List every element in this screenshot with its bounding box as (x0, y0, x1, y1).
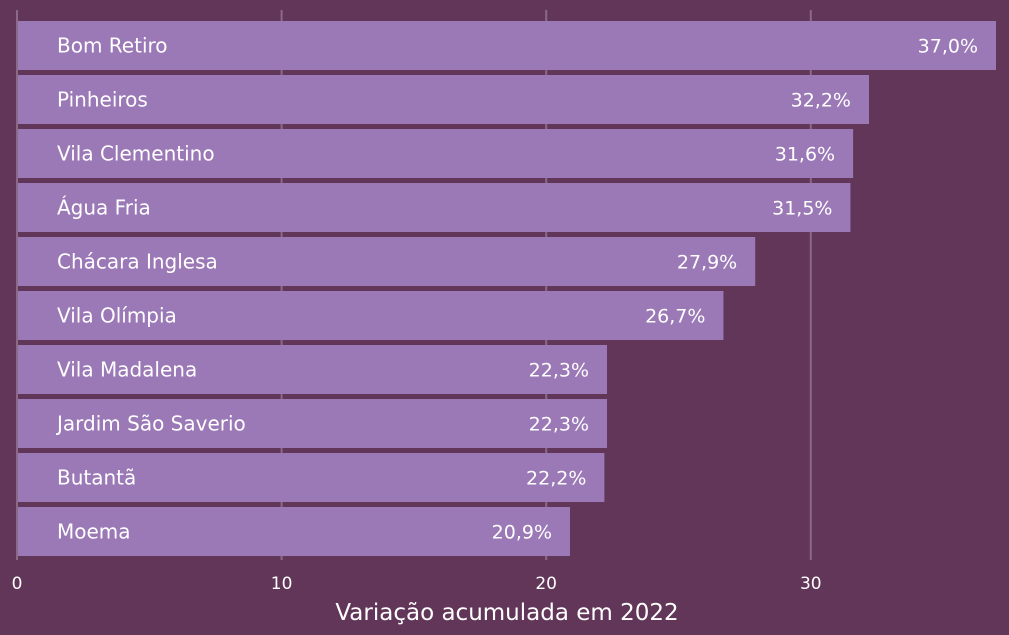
x-tick-label: 0 (12, 574, 23, 594)
bar-value-label: 22,3% (529, 414, 589, 436)
bar-category-label: Vila Madalena (57, 358, 197, 382)
bar-category-label: Chácara Inglesa (57, 250, 218, 274)
x-axis-title: Variação acumulada em 2022 (335, 600, 678, 626)
x-axis-ticks: 0 10 20 30 (12, 574, 822, 594)
bar-value-label: 32,2% (791, 90, 851, 112)
bar-3 (17, 183, 851, 232)
bar-4 (17, 237, 756, 286)
bar-1 (17, 75, 869, 124)
bar-8 (17, 453, 605, 502)
bar-category-label: Pinheiros (57, 88, 148, 112)
bar-2 (17, 129, 854, 178)
bar-5 (17, 291, 724, 340)
bar-category-label: Moema (57, 520, 131, 544)
bar-category-label: Água Fria (57, 196, 151, 220)
bar-0 (17, 21, 996, 70)
bar-value-label: 22,2% (526, 468, 586, 490)
bar-value-label: 37,0% (918, 36, 978, 58)
bar-category-label: Jardim São Saverio (55, 412, 246, 436)
x-tick-label: 10 (271, 574, 293, 594)
bar-value-label: 20,9% (492, 522, 552, 544)
bars: Bom Retiro 37,0% Pinheiros 32,2% Vila Clemen… (16, 10, 996, 560)
x-tick-label: 20 (535, 574, 557, 594)
bar-category-label: Vila Clementino (57, 142, 215, 166)
bar-9 (17, 507, 571, 556)
bar-7 (17, 399, 608, 448)
bar-value-label: 31,5% (772, 198, 832, 220)
bar-6 (17, 345, 608, 394)
bar-value-label: 31,6% (775, 144, 835, 166)
bar-category-label: Bom Retiro (57, 34, 168, 58)
bar-value-label: 22,3% (529, 360, 589, 382)
bar-value-label: 27,9% (677, 252, 737, 274)
bar-category-label: Butantã (57, 466, 136, 490)
x-tick-label: 30 (800, 574, 822, 594)
bar-value-label: 26,7% (645, 306, 705, 328)
bar-category-label: Vila Olímpia (57, 304, 177, 328)
